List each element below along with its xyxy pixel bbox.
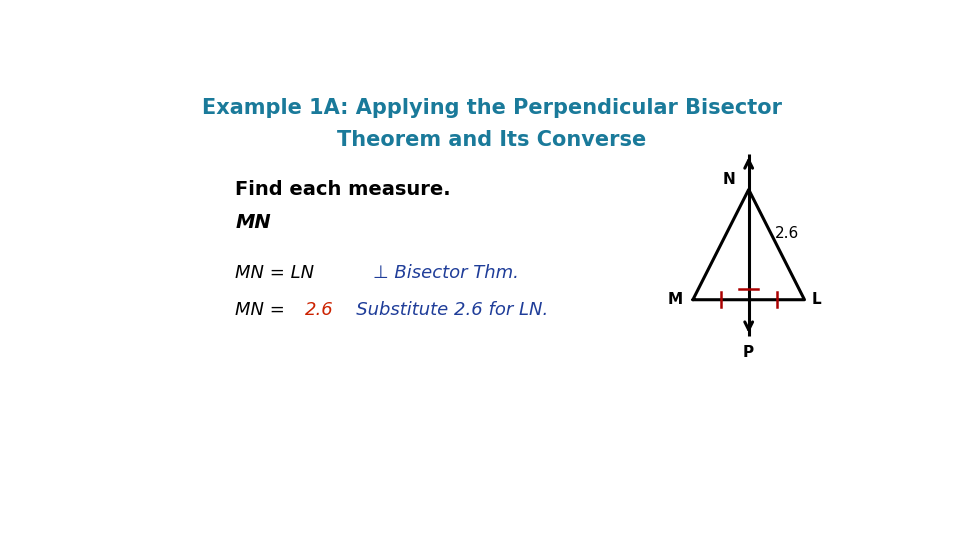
- Text: Theorem and Its Converse: Theorem and Its Converse: [337, 130, 647, 150]
- Text: P: P: [743, 346, 755, 361]
- Text: 2.6: 2.6: [304, 301, 333, 319]
- Text: ⊥ Bisector Thm.: ⊥ Bisector Thm.: [372, 264, 518, 282]
- Text: MN =: MN =: [235, 301, 291, 319]
- Text: M: M: [667, 292, 683, 307]
- Text: MN = LN: MN = LN: [235, 264, 315, 282]
- Text: Example 1A: Applying the Perpendicular Bisector: Example 1A: Applying the Perpendicular B…: [202, 98, 782, 118]
- Text: MN: MN: [235, 213, 271, 232]
- Text: Substitute 2.6 for LN.: Substitute 2.6 for LN.: [340, 301, 549, 319]
- Text: N: N: [723, 172, 735, 187]
- Text: 2.6: 2.6: [775, 226, 799, 241]
- Text: L: L: [812, 292, 822, 307]
- Text: Find each measure.: Find each measure.: [235, 180, 451, 199]
